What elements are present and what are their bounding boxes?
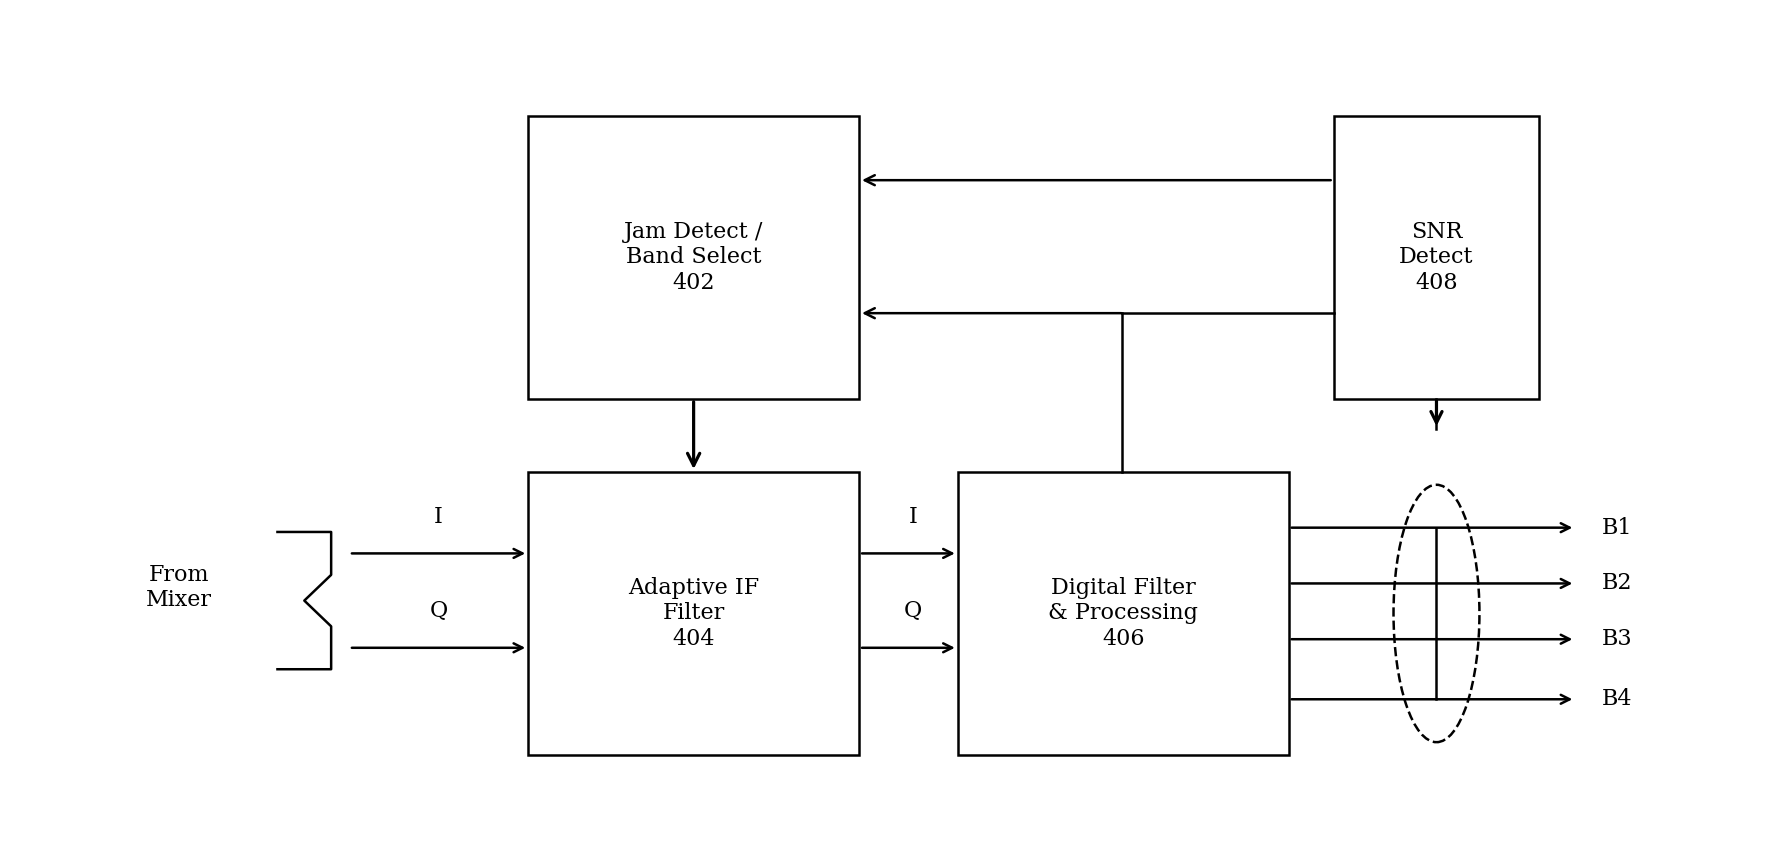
Text: SNR
Detect
408: SNR Detect 408	[1399, 221, 1472, 293]
Text: B1: B1	[1601, 517, 1632, 539]
Text: B4: B4	[1601, 688, 1632, 710]
Text: Digital Filter
& Processing
406: Digital Filter & Processing 406	[1048, 577, 1197, 650]
Text: I: I	[435, 505, 442, 528]
Text: Adaptive IF
Filter
404: Adaptive IF Filter 404	[628, 577, 759, 650]
Text: Q: Q	[429, 600, 447, 622]
FancyBboxPatch shape	[1333, 116, 1539, 399]
FancyBboxPatch shape	[957, 472, 1288, 755]
Text: B2: B2	[1601, 572, 1632, 595]
Text: Q: Q	[903, 600, 921, 622]
FancyBboxPatch shape	[528, 116, 859, 399]
FancyBboxPatch shape	[528, 472, 859, 755]
Text: Jam Detect /
Band Select
402: Jam Detect / Band Select 402	[624, 221, 762, 293]
Ellipse shape	[1392, 485, 1478, 742]
Text: From
Mixer: From Mixer	[147, 564, 211, 612]
Text: B3: B3	[1601, 628, 1632, 650]
Text: I: I	[909, 505, 916, 528]
